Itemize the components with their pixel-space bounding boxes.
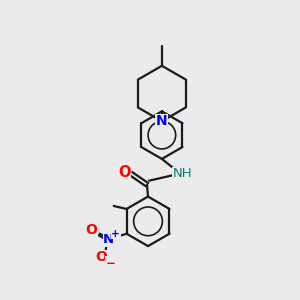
Text: +: + [111,229,120,239]
Text: N: N [156,114,168,128]
Text: O: O [118,165,130,180]
Text: NH: NH [173,167,193,180]
Text: N: N [103,233,114,246]
Text: O: O [95,250,107,265]
Text: −: − [106,257,116,270]
Text: O: O [85,223,97,237]
